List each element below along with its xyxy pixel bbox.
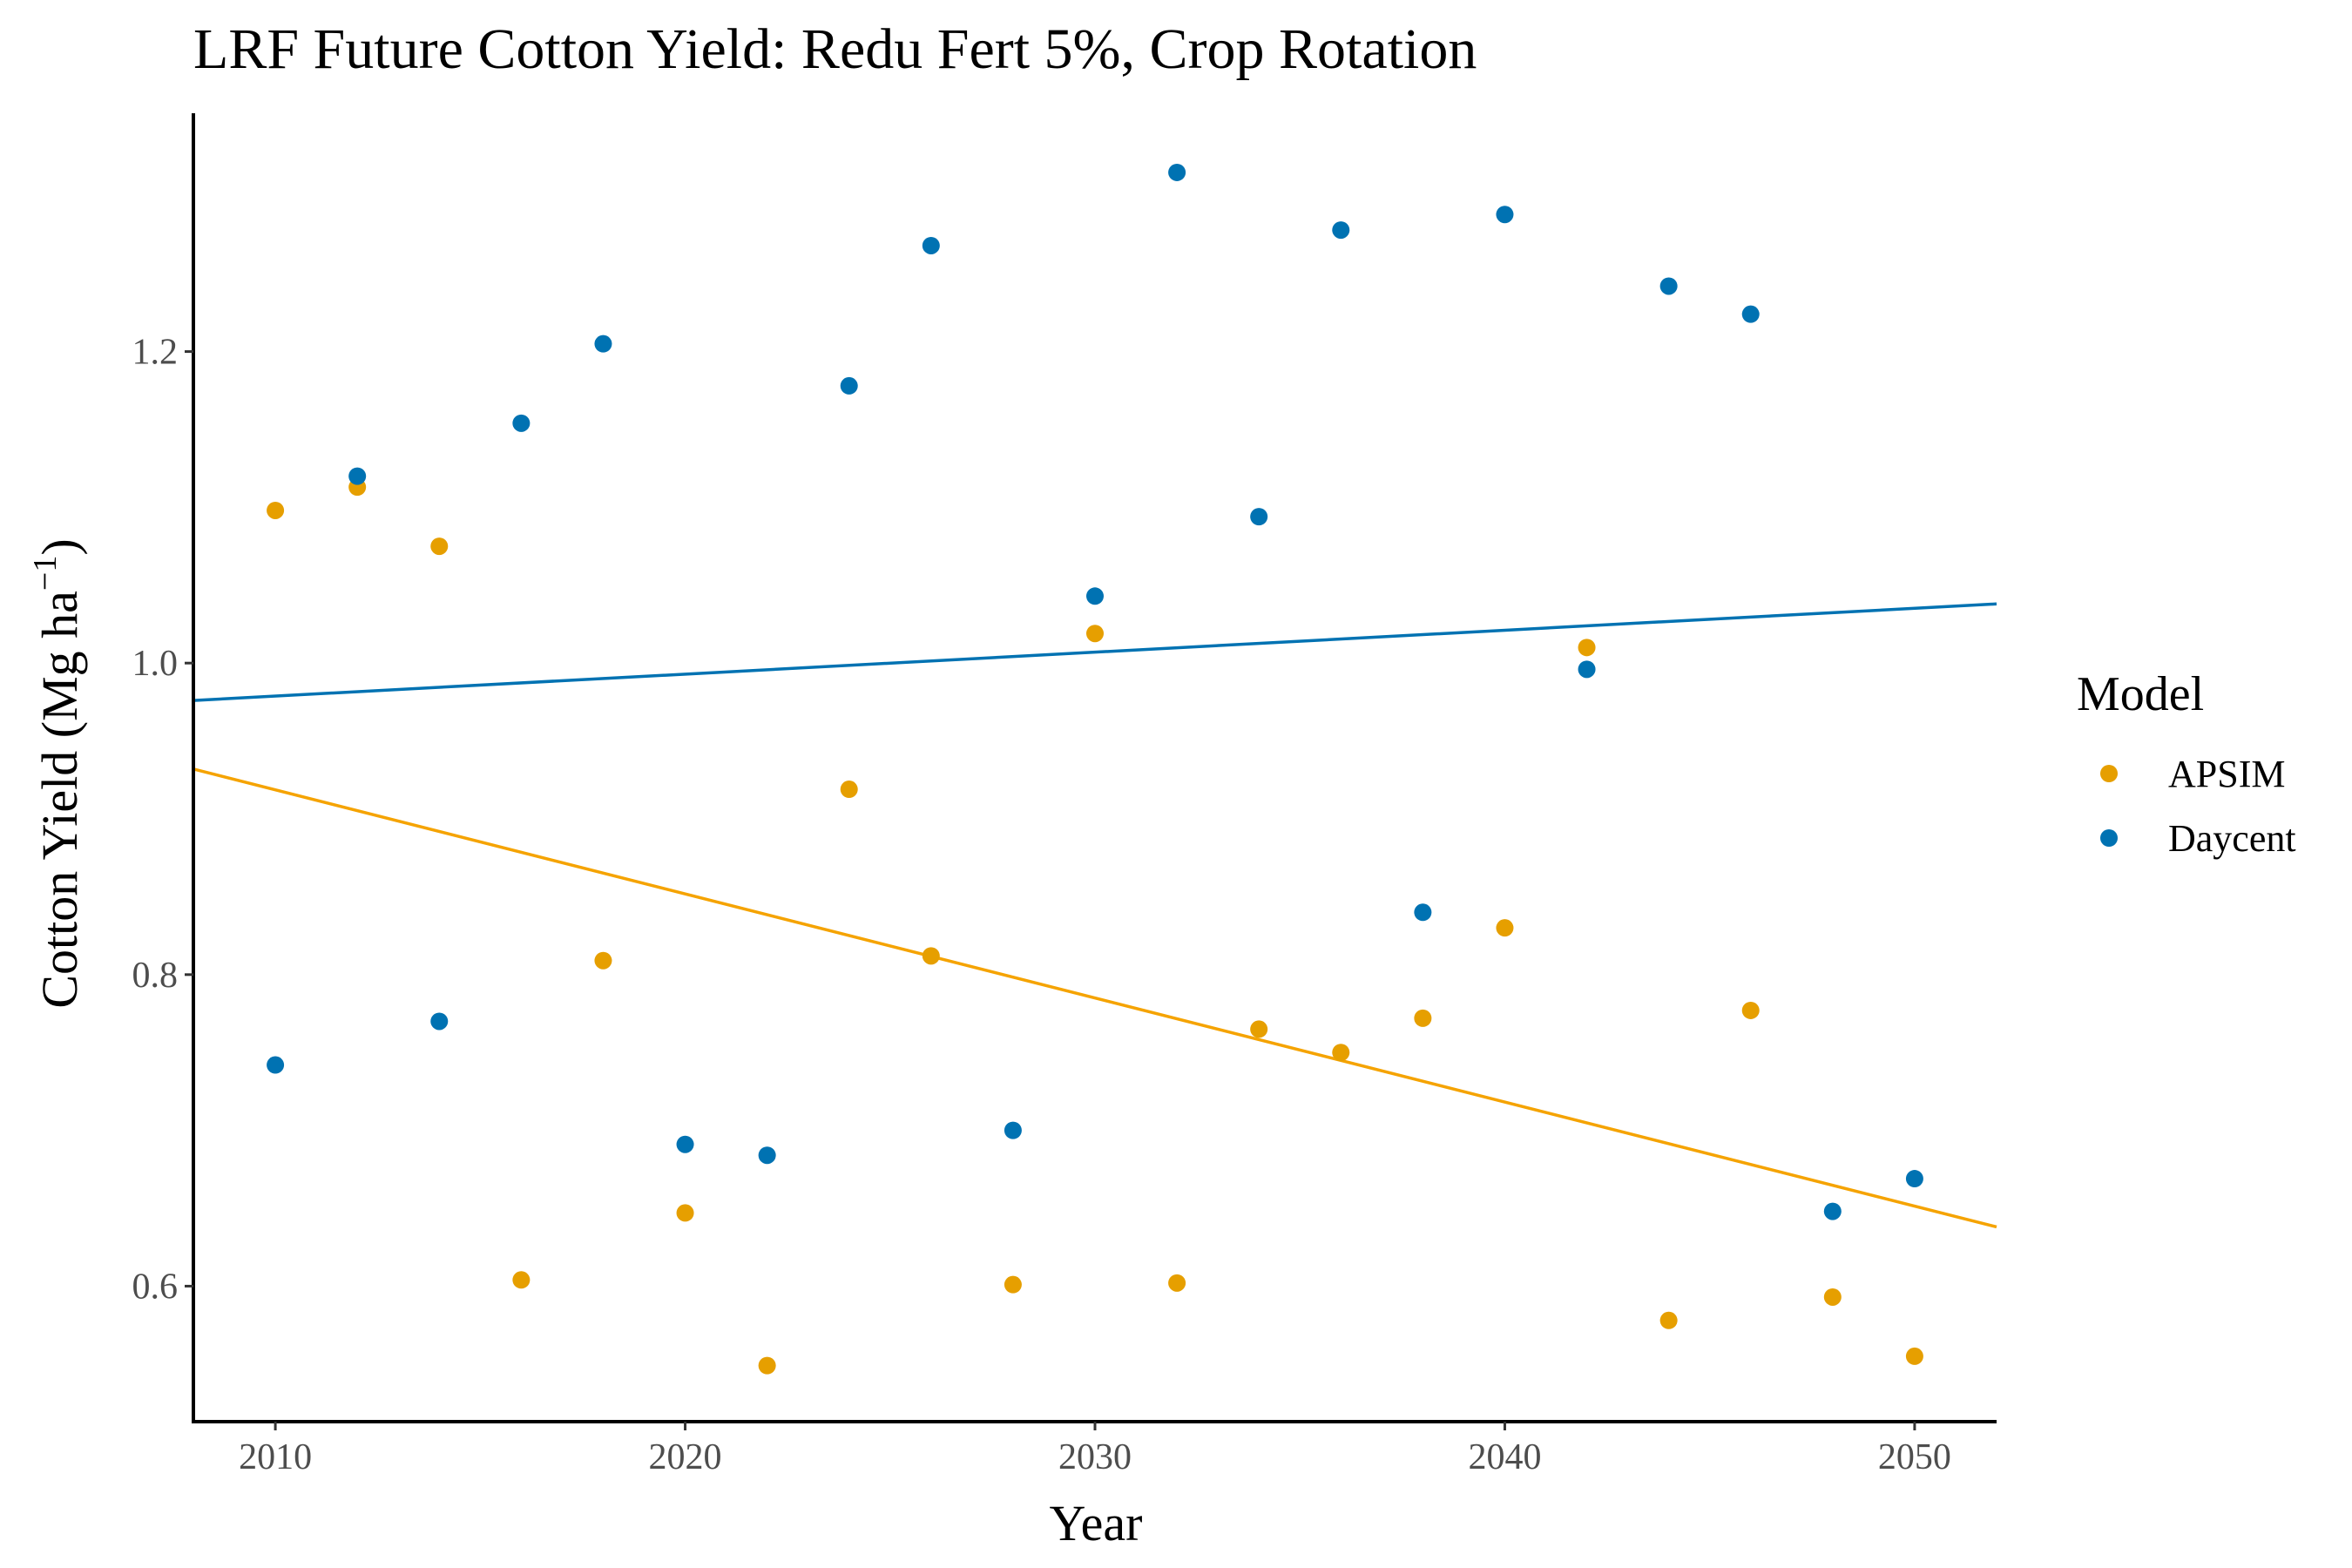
point-apsim — [840, 781, 858, 799]
y-axis-title: Cotton Yield (Mg ha−1) — [27, 538, 88, 1008]
point-apsim — [1414, 1009, 1432, 1027]
point-apsim — [594, 951, 612, 970]
point-daycent — [1250, 508, 1268, 526]
point-apsim — [1332, 1044, 1350, 1062]
point-daycent — [1905, 1170, 1923, 1188]
point-apsim — [758, 1356, 776, 1375]
trend-line-daycent — [193, 602, 1997, 702]
point-daycent — [348, 467, 367, 485]
point-daycent — [1823, 1202, 1842, 1220]
legend-key-daycent — [2100, 829, 2118, 847]
point-daycent — [512, 414, 531, 432]
point-daycent — [1659, 277, 1678, 295]
y-tick-label: 0.6 — [132, 1267, 179, 1307]
y-tick-label: 0.8 — [132, 956, 179, 996]
point-daycent — [1086, 587, 1104, 605]
point-daycent — [758, 1146, 776, 1165]
point-daycent — [1578, 660, 1596, 679]
point-apsim — [1004, 1275, 1022, 1294]
chart-title: LRF Future Cotton Yield: Redu Fert 5%, C… — [193, 17, 1477, 81]
y-tick-label: 1.2 — [132, 333, 179, 373]
data-points — [267, 163, 1923, 1375]
x-axis-title: Year — [1050, 1495, 1143, 1551]
point-daycent — [1332, 221, 1350, 240]
point-daycent — [676, 1135, 694, 1153]
legend-label-daycent: Daycent — [2168, 817, 2296, 860]
point-daycent — [1168, 163, 1186, 181]
x-tick-label: 2020 — [649, 1437, 722, 1477]
point-daycent — [1004, 1121, 1022, 1139]
point-apsim — [1659, 1311, 1678, 1329]
point-apsim — [1905, 1347, 1923, 1365]
y-axis-title-main: Cotton Yield (Mg ha — [31, 591, 88, 1009]
y-axis-title-close: ) — [31, 538, 88, 555]
point-apsim — [922, 947, 940, 965]
point-apsim — [1086, 625, 1104, 643]
point-apsim — [267, 501, 285, 519]
point-apsim — [1496, 919, 1514, 937]
y-axis-ticks: 0.6 0.8 1.0 1.2 — [132, 333, 193, 1307]
y-axis-title-superscript: −1 — [27, 556, 64, 591]
point-daycent — [922, 236, 940, 254]
x-tick-label: 2030 — [1058, 1437, 1132, 1477]
trend-lines — [193, 602, 1997, 1229]
x-tick-label: 2050 — [1878, 1437, 1951, 1477]
point-daycent — [267, 1056, 285, 1074]
point-apsim — [1741, 1001, 1760, 1019]
legend-title: Model — [2077, 667, 2204, 721]
point-daycent — [840, 376, 858, 395]
point-apsim — [1823, 1288, 1842, 1306]
point-daycent — [430, 1012, 449, 1031]
trend-line-apsim — [193, 767, 1997, 1229]
point-apsim — [1250, 1020, 1268, 1038]
legend-key-apsim — [2100, 765, 2118, 782]
point-daycent — [1741, 305, 1760, 323]
legend-label-apsim: APSIM — [2168, 753, 2286, 795]
y-tick-label: 1.0 — [132, 644, 179, 684]
point-apsim — [1168, 1274, 1186, 1292]
point-daycent — [1496, 206, 1514, 224]
point-apsim — [1578, 639, 1596, 657]
point-apsim — [676, 1204, 694, 1222]
legend: Model APSIM Daycent — [2077, 667, 2296, 860]
x-tick-label: 2010 — [239, 1437, 312, 1477]
point-daycent — [594, 335, 612, 353]
point-apsim — [512, 1271, 531, 1289]
point-apsim — [430, 537, 449, 556]
x-axis-ticks: 2010 2020 2030 2040 2050 — [239, 1422, 1951, 1477]
x-tick-label: 2040 — [1468, 1437, 1541, 1477]
plot-area — [193, 163, 1997, 1375]
point-daycent — [1414, 903, 1432, 922]
